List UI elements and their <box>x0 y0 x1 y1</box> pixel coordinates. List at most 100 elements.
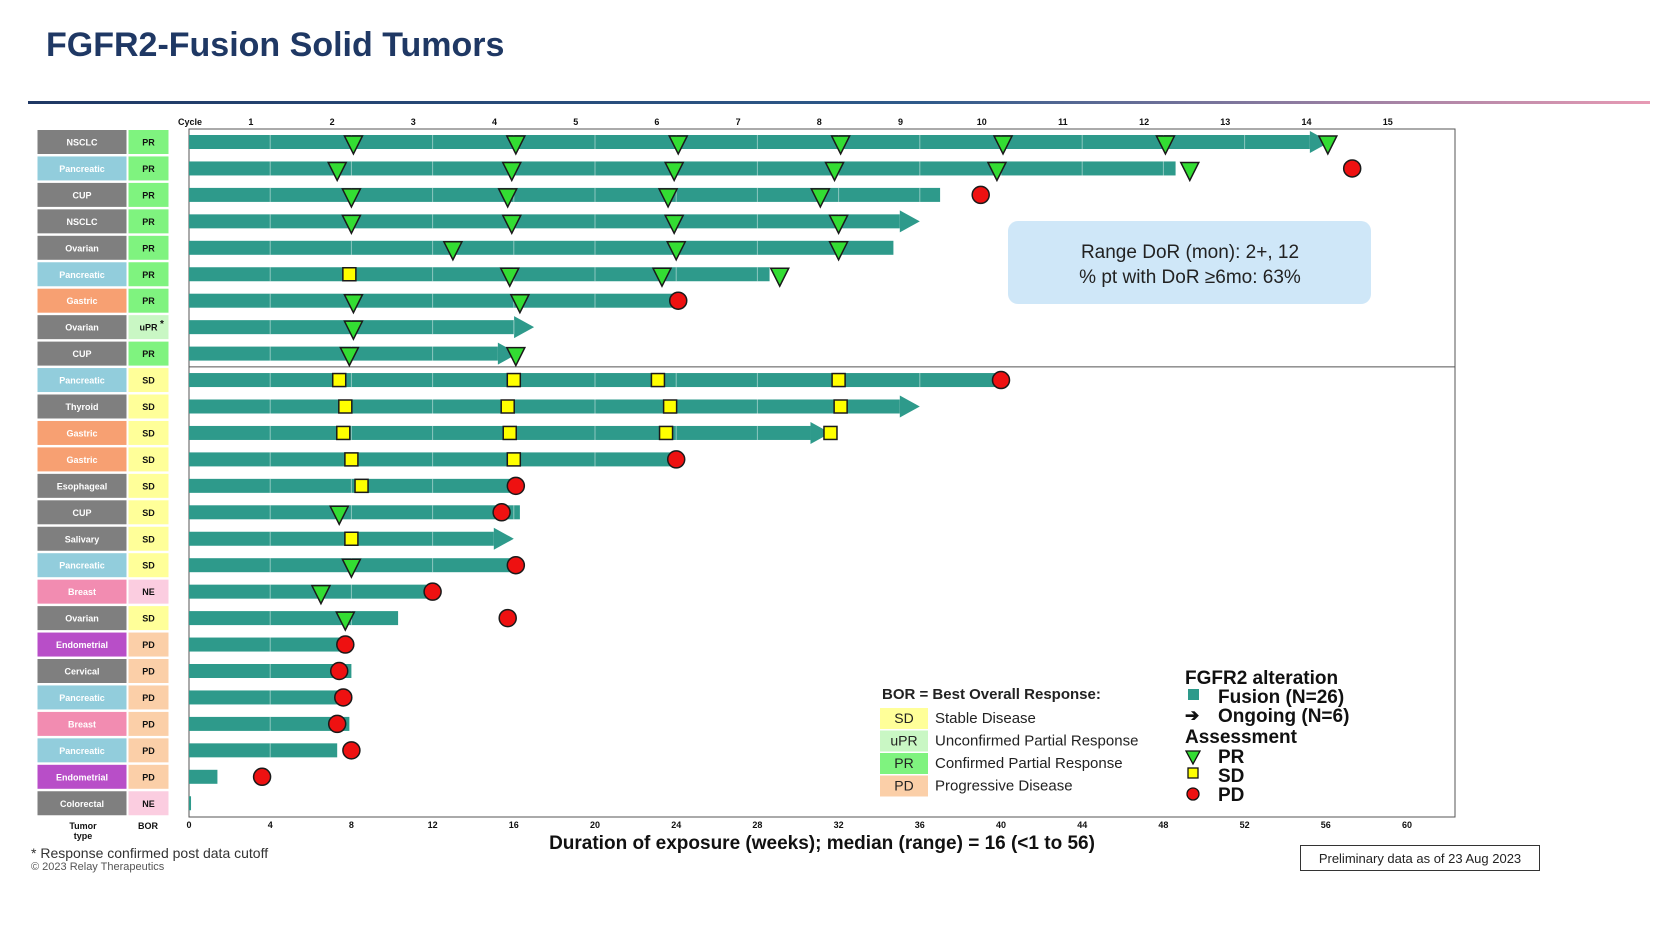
tumor-type-label: Pancreatic <box>59 164 105 174</box>
bor-cell <box>127 314 170 341</box>
pd-marker <box>336 635 355 654</box>
bor-legend-swatch <box>880 730 928 752</box>
pd-marker <box>492 503 511 522</box>
tumor-type-cell <box>36 763 128 790</box>
cycle-tick-label: 9 <box>898 117 903 127</box>
page-title: FGFR2-Fusion Solid Tumors <box>46 26 505 64</box>
cycle-tick-label: 10 <box>977 117 987 127</box>
tumor-type-label: Endometrial <box>56 772 108 782</box>
tumor-type-cell <box>36 181 128 208</box>
pr-marker <box>329 505 350 526</box>
tumor-type-label: Endometrial <box>56 640 108 650</box>
bor-cell <box>127 552 170 579</box>
pr-marker <box>343 293 364 315</box>
tumor-type-label: Gastric <box>66 428 97 438</box>
cycle-tick-label: 11 <box>1058 117 1068 127</box>
exposure-bar <box>189 743 338 758</box>
tumor-type-cell <box>36 129 128 155</box>
pr-marker <box>663 214 685 236</box>
bor-legend-swatch <box>880 775 928 797</box>
title-divider <box>28 101 1650 104</box>
pr-marker <box>343 320 364 341</box>
bor-cell <box>127 605 170 632</box>
pr-marker <box>501 214 522 236</box>
pr-marker <box>830 135 851 156</box>
pr-marker <box>341 214 362 236</box>
bor-cell <box>127 367 170 394</box>
pr-marker <box>1317 135 1339 156</box>
tumor-type-header: Tumor <box>69 821 97 831</box>
tumor-type-label: Breast <box>68 587 96 597</box>
pr-marker <box>810 188 831 209</box>
bor-legend-code: PD <box>894 778 913 794</box>
bor-label: SD <box>142 508 155 518</box>
bor-label: SD <box>142 534 155 544</box>
bor-cell <box>127 710 170 737</box>
ongoing-arrowhead <box>899 210 920 233</box>
bor-legend-code: PR <box>894 755 913 771</box>
tumor-type-label: Salivary <box>65 534 100 544</box>
pr-marker <box>663 161 685 183</box>
bor-cell <box>127 658 170 684</box>
bor-label: SD <box>142 428 155 438</box>
tumor-type-label: NSCLC <box>67 138 98 148</box>
tumor-type-cell <box>36 287 128 314</box>
pr-marker <box>824 161 845 183</box>
pr-marker <box>992 135 1014 156</box>
pr-marker <box>828 214 849 236</box>
bor-cell <box>127 155 170 182</box>
pd-marker <box>329 661 349 681</box>
legends: Range DoR (mon): 2+, 12 % pt with DoR ≥6m… <box>880 221 1371 806</box>
tumor-type-label: Esophageal <box>57 481 108 491</box>
pr-marker <box>310 584 332 606</box>
bor-label: PD <box>142 640 155 650</box>
fusion-legend-swatch <box>1188 689 1199 700</box>
bor-cell <box>127 340 170 367</box>
tumor-type-cell <box>36 525 128 552</box>
tumor-type-label: Pancreatic <box>59 270 105 280</box>
ongoing-legend-label: Ongoing (N=6) <box>1218 706 1349 727</box>
cycle-tick-label: 4 <box>492 117 497 127</box>
exposure-bar <box>189 637 346 652</box>
sd-marker <box>338 399 353 414</box>
pd-marker <box>506 555 526 575</box>
pr-marker <box>326 161 348 183</box>
pd-marker <box>1342 159 1362 178</box>
sd-legend-label: SD <box>1218 766 1244 787</box>
exposure-bar <box>189 373 1001 388</box>
sd-marker <box>650 372 666 388</box>
dor-percent-text: % pt with DoR ≥6mo: 63% <box>1079 267 1301 288</box>
alteration-legend-title: FGFR2 alteration <box>1185 668 1338 689</box>
tumor-type-label: Ovarian <box>65 614 99 624</box>
cycle-tick-label: 14 <box>1302 117 1312 127</box>
bor-cell <box>127 287 170 314</box>
x-tick-label: 4 <box>268 820 273 830</box>
tumor-type-label: Cervical <box>64 667 99 677</box>
bor-cell <box>127 737 170 764</box>
x-tick-label: 0 <box>186 820 191 830</box>
cycle-tick-label: 5 <box>573 117 578 127</box>
dor-range-box <box>1008 221 1371 304</box>
bor-label: PD <box>142 693 155 703</box>
bor-legend-label: Unconfirmed Partial Response <box>935 733 1138 750</box>
pd-marker <box>423 582 442 601</box>
bor-cell <box>127 446 170 473</box>
bor-label: SD <box>142 561 155 571</box>
exposure-bar <box>189 293 677 308</box>
bor-cell <box>127 763 170 790</box>
assessment-legend-title: Assessment <box>1185 727 1298 748</box>
pd-marker <box>506 476 526 496</box>
tumor-type-cell <box>36 790 128 817</box>
tumor-type-label: CUP <box>72 190 91 200</box>
x-tick-label: 36 <box>915 820 925 830</box>
pr-marker <box>339 346 360 368</box>
pr-marker <box>341 558 362 579</box>
tumor-type-cell <box>36 340 128 367</box>
tumor-type-cell <box>36 631 128 658</box>
pr-marker <box>986 161 1008 183</box>
tumor-type-cell <box>36 605 128 632</box>
bor-legend-code: SD <box>894 710 913 726</box>
tumor-type-cell <box>36 552 128 579</box>
tumor-type-label: CUP <box>72 508 91 518</box>
exposure-bar <box>189 505 520 520</box>
